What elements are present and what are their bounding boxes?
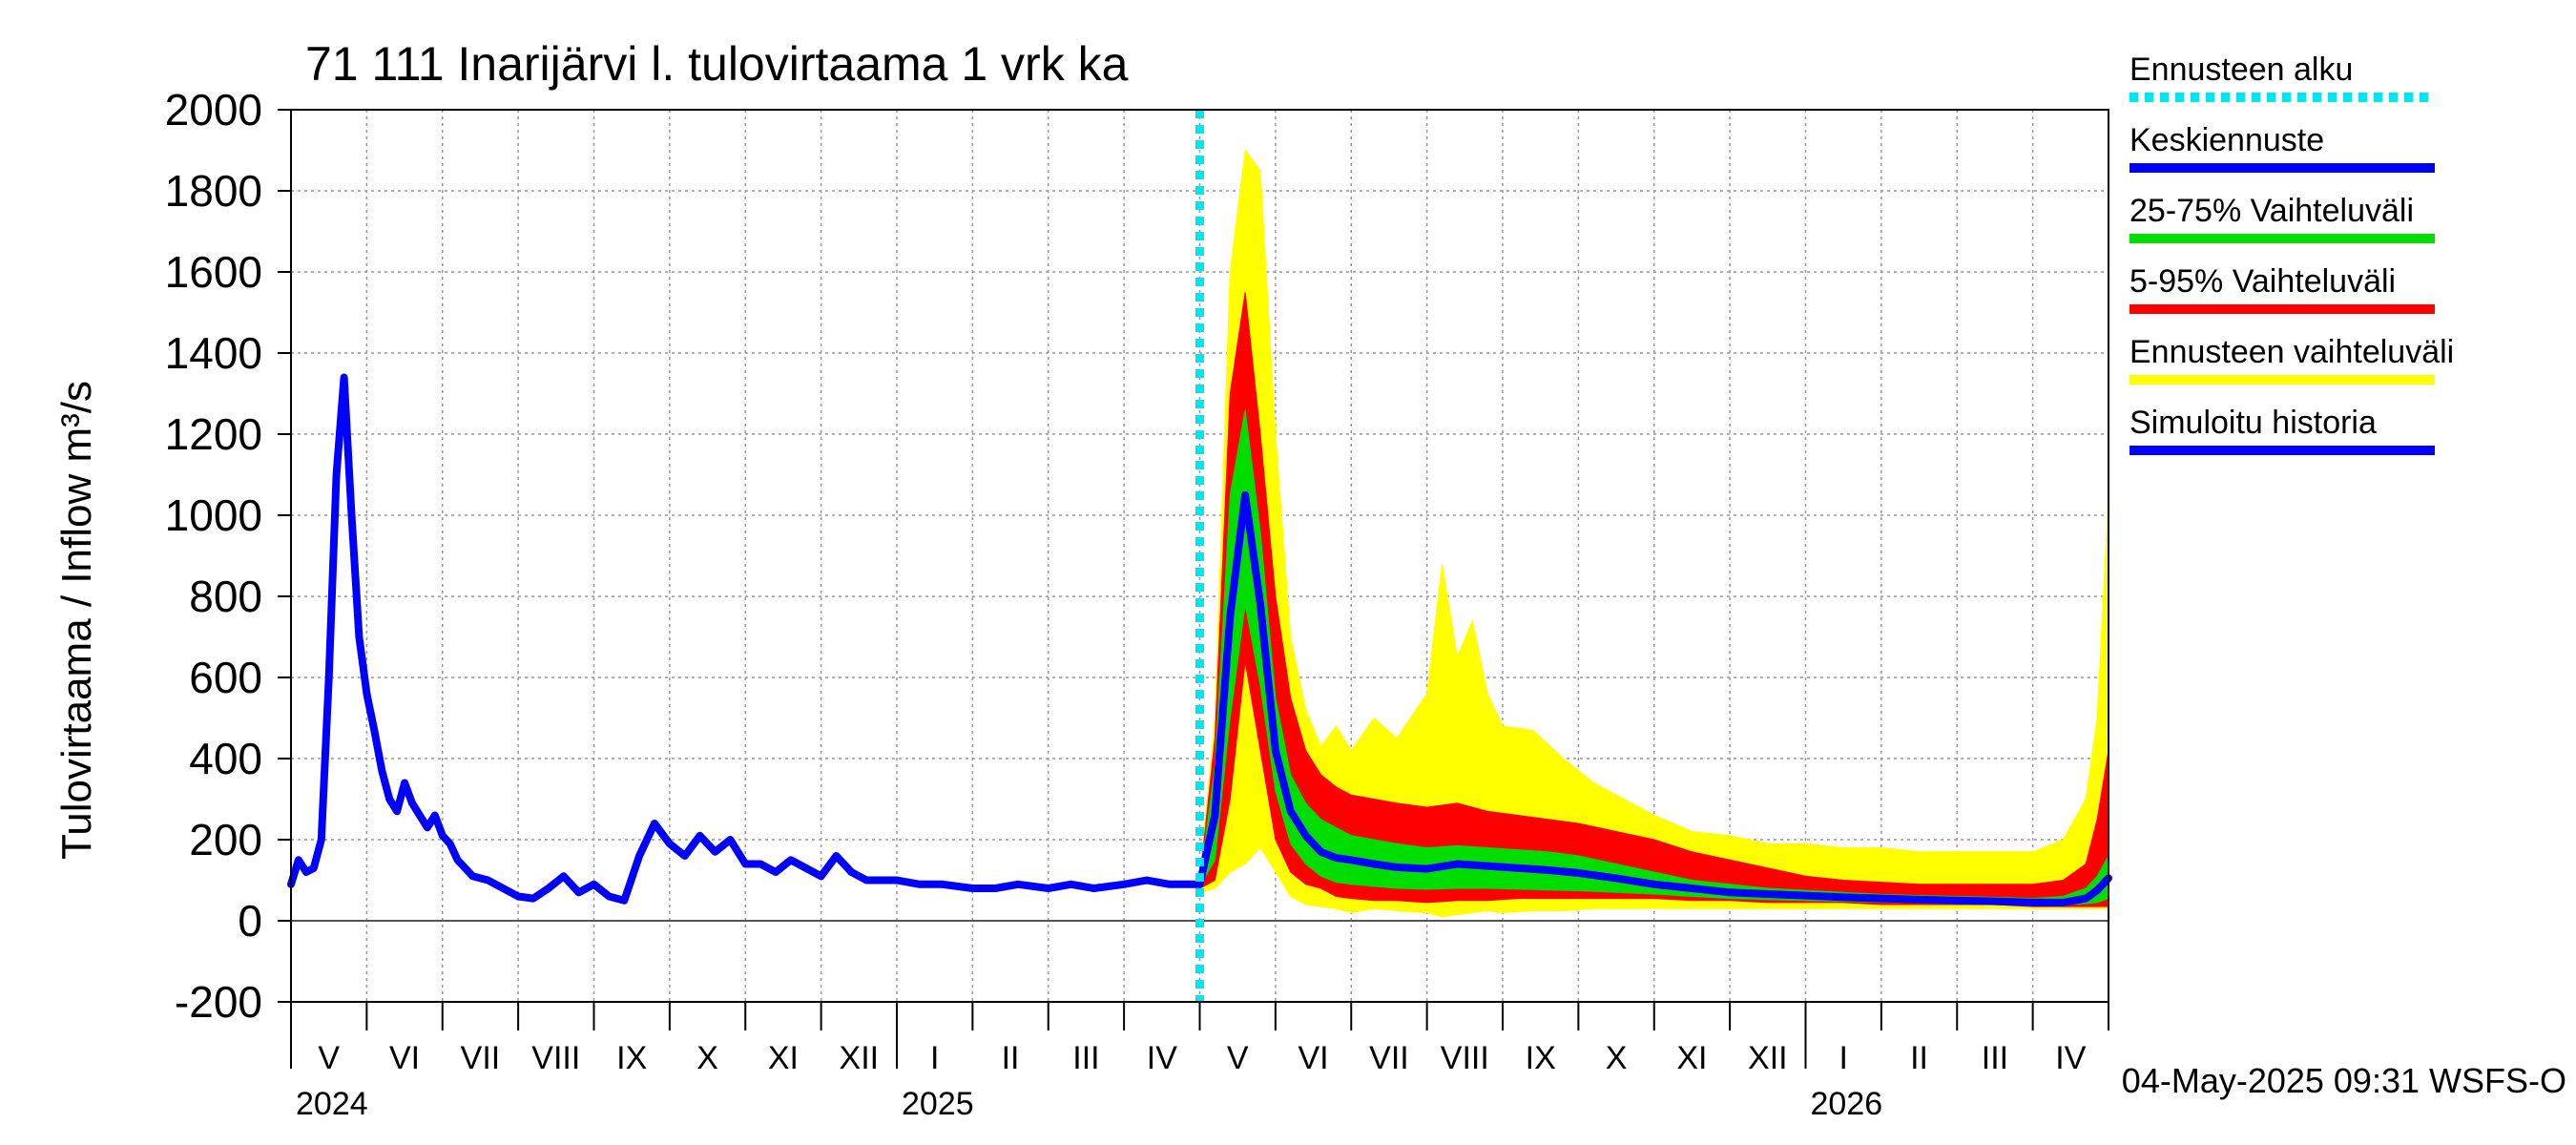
legend-label: 25-75% Vaihteluväli: [2129, 193, 2414, 229]
x-month-label: X: [1606, 1040, 1628, 1076]
x-month-label: VIII: [1441, 1040, 1489, 1076]
x-month-label: VI: [1298, 1040, 1329, 1076]
x-year-label: 2025: [902, 1086, 974, 1122]
x-year-label: 2026: [1811, 1086, 1883, 1122]
x-month-label: VIII: [531, 1040, 580, 1076]
x-month-label: XI: [768, 1040, 799, 1076]
legend-label: 5-95% Vaihteluväli: [2129, 263, 2396, 300]
legend: Ennusteen alku Keskiennuste 25-75% Vaihtel…: [2129, 52, 2454, 455]
line-simuloitu-historia: [287, 373, 1204, 905]
x-axis: V VI VII VIII IX X XI XII I II III IV V VI VII VIII IX X X…: [290, 1002, 2109, 1122]
x-month-label: IV: [1147, 1040, 1177, 1076]
x-month-label: I: [1839, 1040, 1847, 1076]
y-tick-label: 0: [238, 896, 262, 946]
legend-label: Keskiennuste: [2129, 122, 2324, 158]
x-month-label: X: [696, 1040, 718, 1076]
y-tick-label: 1400: [165, 328, 262, 378]
x-month-label: XII: [1748, 1040, 1788, 1076]
y-tick-label: 1600: [165, 247, 262, 297]
x-month-label: XI: [1676, 1040, 1707, 1076]
x-month-label: I: [930, 1040, 939, 1076]
x-month-label: III: [1982, 1040, 2008, 1076]
y-tick-label: 200: [189, 815, 262, 864]
y-tick-label: -200: [175, 977, 262, 1027]
y-axis-label: Tulovirtaama / Inflow m³/s: [53, 381, 100, 860]
x-month-label: VII: [461, 1040, 501, 1076]
x-month-label: II: [1002, 1040, 1020, 1076]
y-tick-label: 1000: [165, 490, 262, 540]
x-month-label: IX: [1526, 1040, 1556, 1076]
x-month-label: V: [1227, 1040, 1249, 1076]
x-month-label: XII: [840, 1040, 880, 1076]
y-tick-label: 400: [189, 734, 262, 783]
legend-label: Ennusteen alku: [2129, 52, 2353, 88]
x-month-label: II: [1910, 1040, 1928, 1076]
x-month-label: IV: [2055, 1040, 2086, 1076]
line-keskiennuste: [1195, 490, 2112, 906]
y-tick-label: 1200: [165, 409, 262, 459]
x-month-label: VI: [389, 1040, 420, 1076]
x-month-label: IX: [616, 1040, 647, 1076]
y-tick-label: 600: [189, 653, 262, 702]
x-month-label: V: [318, 1040, 340, 1076]
y-tick-label: 1800: [165, 166, 262, 216]
legend-label: Ennusteen vaihteluväli: [2129, 334, 2454, 370]
x-month-label: VII: [1369, 1040, 1409, 1076]
footer-timestamp: 04-May-2025 09:31 WSFS-O: [2122, 1061, 2566, 1100]
y-tick-label: 2000: [165, 85, 262, 135]
y-tick-label: 800: [189, 572, 262, 621]
x-year-label: 2024: [296, 1086, 368, 1122]
chart-title: 71 111 Inarijärvi l. tulovirtaama 1 vrk …: [305, 37, 1129, 91]
y-axis: -200 0 200 400 600 800 1000 1200 1400 1600 1800 200…: [165, 85, 291, 1027]
x-month-label: III: [1072, 1040, 1099, 1076]
plot-frame: [290, 109, 2109, 1003]
legend-label: Simuloitu historia: [2129, 405, 2377, 441]
series-lines: [287, 110, 2112, 1002]
